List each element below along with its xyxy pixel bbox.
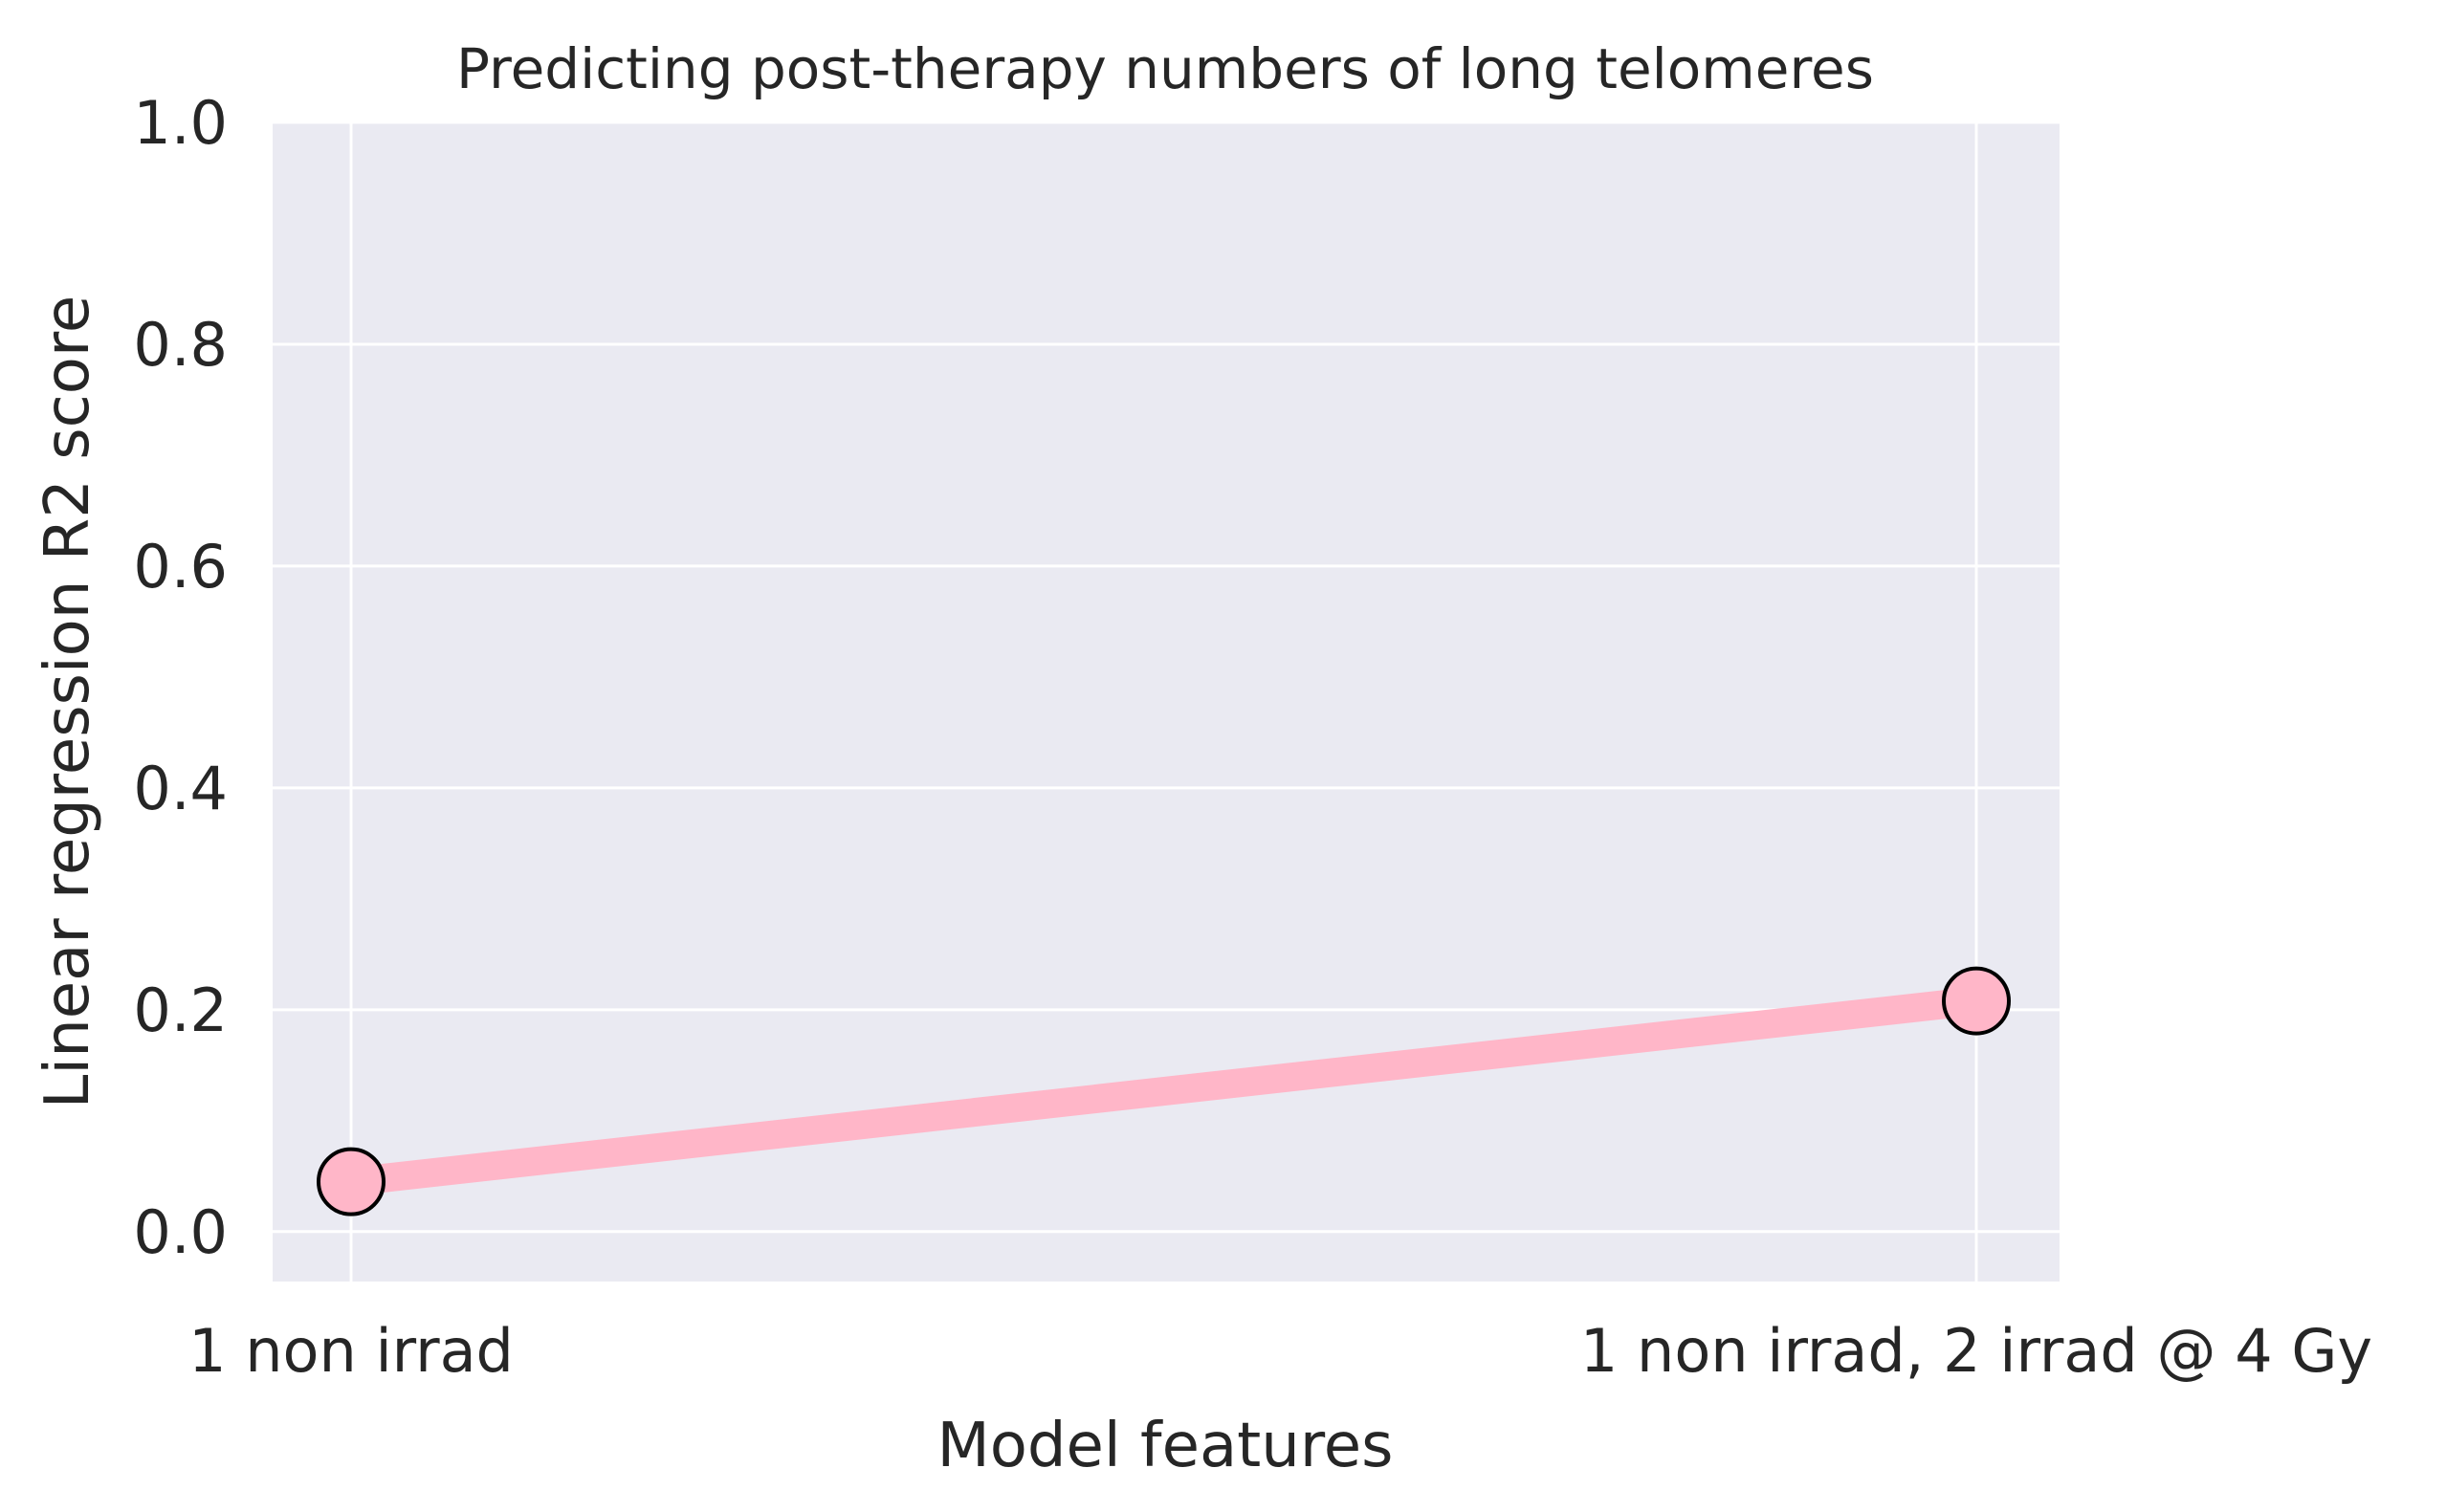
data-point [1942,966,2011,1036]
y-tick-label: 0.6 [133,532,228,602]
y-axis-label: Linear regression R2 score [33,296,103,1108]
x-tick-label: 1 non irrad [188,1316,514,1386]
x-tick-labels: 1 non irrad 1 non irrad, 2 irrad @ 4 Gy [188,1316,2372,1386]
y-tick-label: 0.2 [133,975,228,1045]
series-layer [317,966,2011,1216]
y-tick-label: 0.8 [133,310,228,380]
y-tick-labels: 0.0 0.2 0.4 0.6 0.8 1.0 [133,88,228,1267]
data-point [317,1147,386,1216]
plot-area [273,122,2060,1282]
x-axis-label: Model features [937,1411,1394,1481]
y-tick-label: 1.0 [133,88,228,158]
chart-title: Predicting post-therapy numbers of long … [456,36,1874,101]
series-line [337,986,1991,1196]
y-tick-label: 0.0 [133,1197,228,1267]
y-tick-label: 0.4 [133,754,228,823]
x-tick-label: 1 non irrad, 2 irrad @ 4 Gy [1580,1316,2372,1386]
grid-lines [273,121,2060,1282]
